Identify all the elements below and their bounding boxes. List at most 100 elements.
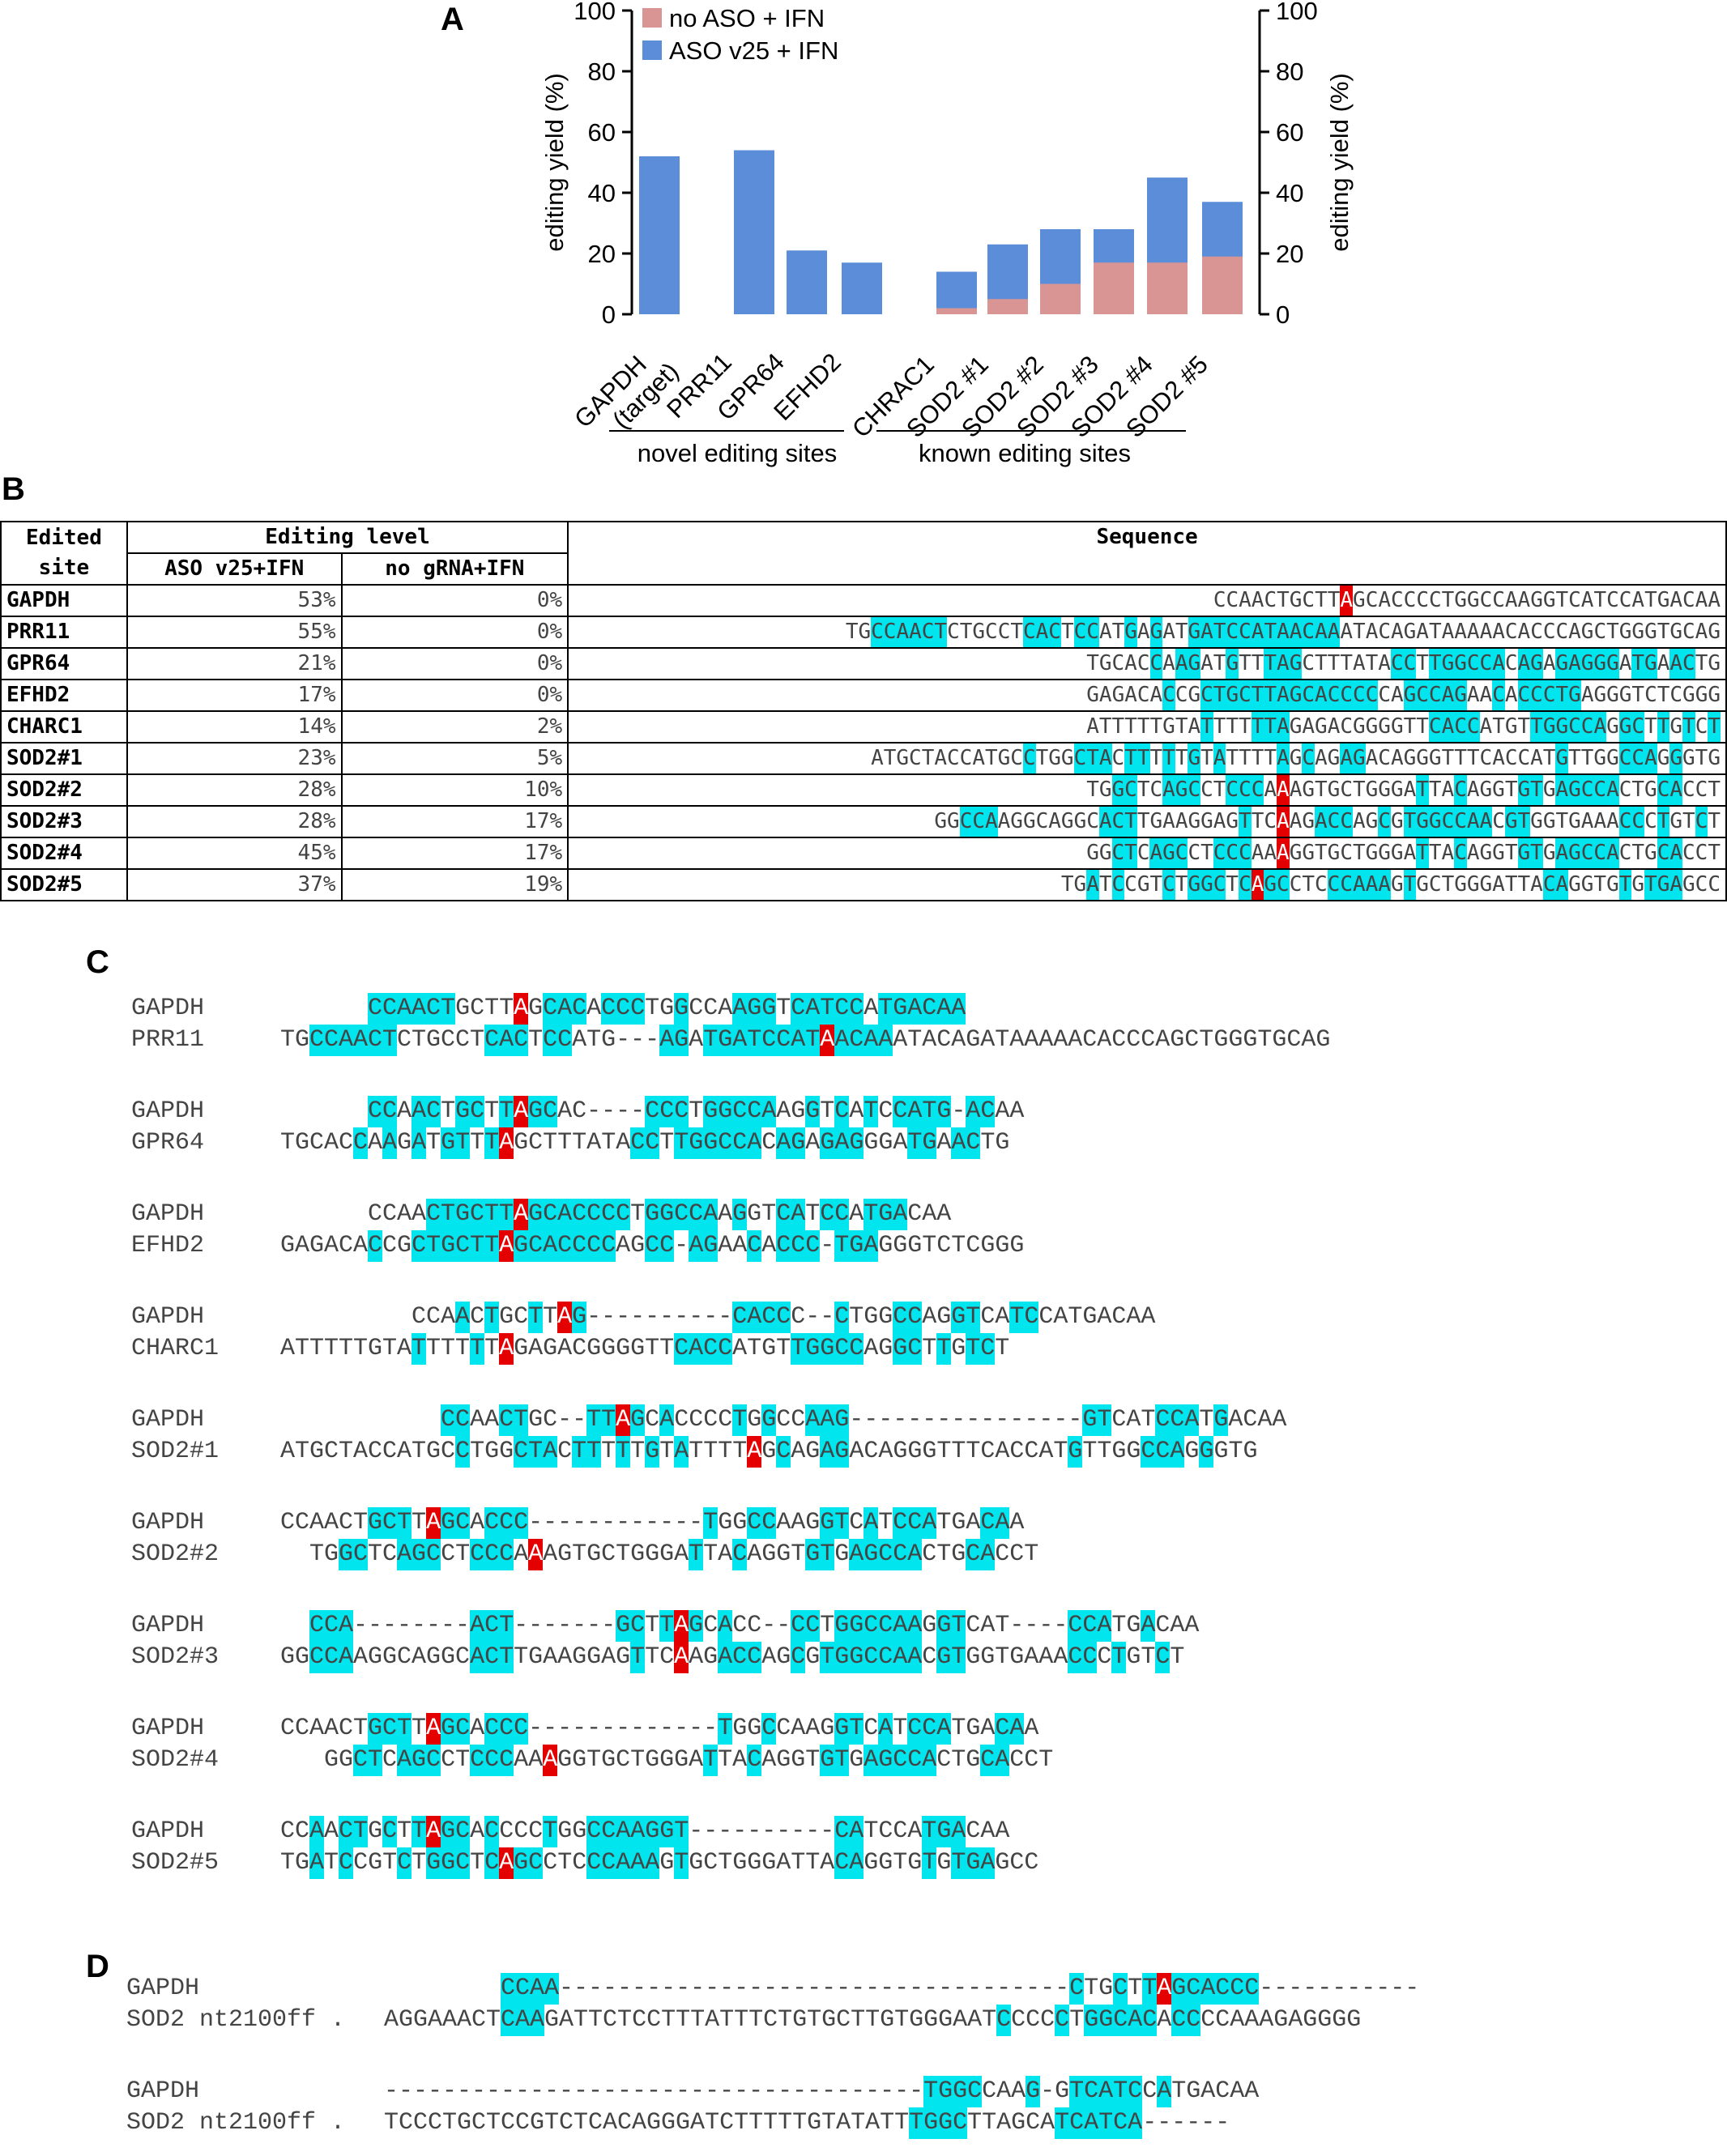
homology-highlight: CC xyxy=(1068,1642,1098,1673)
aso-level-cell: 21% xyxy=(126,647,343,680)
alignment-label: GAPDH xyxy=(131,1406,205,1434)
homology-highlight: G xyxy=(732,1199,748,1230)
no-grna-level-cell: 17% xyxy=(340,837,569,870)
homology-highlight: A xyxy=(1277,681,1290,709)
homology-highlight: AC xyxy=(966,1096,996,1127)
no-grna-level-cell: 0% xyxy=(340,616,569,649)
homology-highlight: ACT xyxy=(470,1642,514,1673)
panel-c-letter: C xyxy=(86,944,109,980)
homology-highlight: T xyxy=(528,1302,544,1333)
site-cell: SOD2#4 xyxy=(0,837,128,870)
homology-highlight: A xyxy=(878,1713,893,1745)
homology-highlight: T xyxy=(484,1302,500,1333)
homology-highlight: TGGCCA xyxy=(1530,713,1607,741)
homology-highlight: TGGCCAA xyxy=(820,1642,923,1673)
homology-highlight: G xyxy=(1199,1436,1214,1468)
homology-highlight: TGA xyxy=(834,1230,879,1262)
homology-highlight: CC xyxy=(543,1025,573,1056)
homology-highlight: GT xyxy=(1082,1404,1112,1436)
homology-highlight: T xyxy=(1239,807,1252,836)
homology-highlight: G xyxy=(1026,2076,1041,2107)
homology-highlight: CCA xyxy=(1068,1610,1112,1642)
homology-highlight: GT xyxy=(1504,807,1531,836)
category-label: GAPDH(target) xyxy=(569,338,684,453)
homology-highlight: C xyxy=(1155,1642,1171,1673)
homology-highlight: T xyxy=(1708,713,1721,741)
homology-highlight: T xyxy=(499,1096,514,1127)
homology-highlight: GC xyxy=(441,1816,471,1847)
homology-highlight: CC xyxy=(791,1610,821,1642)
right-tick-label: 20 xyxy=(1276,240,1303,268)
homology-highlight: CC xyxy=(441,1404,471,1436)
alignment-label: SOD2#2 xyxy=(131,1540,220,1568)
homology-highlight: GC xyxy=(514,1847,544,1879)
alignment-label: GAPDH xyxy=(131,1612,205,1639)
homology-highlight: GC xyxy=(1111,776,1137,804)
homology-highlight: CCA xyxy=(907,1713,952,1745)
homology-highlight: CA xyxy=(995,1713,1025,1745)
sequence-text: ATTTTTGTATTTTTTAGAGACGGGGTTCACCATGTTGGCC… xyxy=(1086,713,1721,741)
homology-highlight: T xyxy=(732,1404,748,1436)
homology-highlight: AGCCA xyxy=(849,1539,923,1570)
alignment-sequence: TGATCCGTCTGGCTCAGCCTCCCAAAGTGCTGGGATTACA… xyxy=(280,1847,1038,1879)
homology-highlight: CATG xyxy=(893,1096,952,1127)
alignment-row-target: EFHD2 GAGACACCGCTGCTTAGCACCCCAGCC-AGAACAC… xyxy=(131,1230,1024,1262)
edited-adenosine: A xyxy=(557,1302,573,1333)
alignment-row-reference: GAPDH CCAACTGCTTAGCACCCCTGGCCAAGGTCATCCA… xyxy=(131,1199,1024,1230)
aso-level-cell: 37% xyxy=(126,868,343,901)
bar-aso-1 xyxy=(734,150,774,314)
homology-highlight: TGGCCAA xyxy=(1403,807,1493,836)
edited-adenosine: A xyxy=(514,993,529,1025)
homology-highlight: A xyxy=(1277,618,1290,646)
sequence-text: ATGCTACCATGCCTGGCTACTTTTTGTATTTTAGCAGAGA… xyxy=(871,744,1721,773)
homology-highlight: G xyxy=(674,993,689,1025)
homology-highlight: CCA xyxy=(309,1642,354,1673)
alignment-sequence: CCAACTGCTTAGCACCCCTGGCCAAGGTCATCCATGACAA xyxy=(280,1199,951,1230)
left-tick-label: 60 xyxy=(588,118,616,147)
bar-aso-3 xyxy=(842,262,882,314)
bar-no-aso-8 xyxy=(1147,262,1188,314)
sequence-cell: ATGCTACCATGCCTGGCTACTTTTTGTATTTTAGCAGAGA… xyxy=(567,742,1727,775)
sequence-cell: TGCCAACTCTGCCTCACTCCATGAGATGATCCATAACAAA… xyxy=(567,616,1727,649)
alignment-sequence: CCAACTGCTTAGCACCC------------TGGCCAAGGTC… xyxy=(280,1507,1024,1539)
alignment-row-target: SOD2#4 GGCTCAGCCTCCCAAAGGTGCTGGGATTACAGG… xyxy=(131,1745,1053,1776)
homology-highlight: GT xyxy=(1517,839,1543,867)
homology-highlight: T xyxy=(674,1847,689,1879)
homology-highlight: C xyxy=(455,1436,471,1468)
homology-highlight: CCC xyxy=(601,993,646,1025)
edited-adenosine: A xyxy=(674,1610,689,1642)
homology-highlight: CC xyxy=(893,1302,923,1333)
alignment-row-target: SOD2#2 TGGCTCAGCCTCCCAAAGTGCTGGGATTACAGG… xyxy=(131,1539,1038,1570)
homology-highlight: GC xyxy=(616,1610,646,1642)
homology-highlight: C xyxy=(382,1816,398,1847)
homology-highlight: T xyxy=(689,1539,704,1570)
homology-highlight: C xyxy=(1055,2005,1070,2036)
homology-highlight: C xyxy=(368,1230,383,1262)
homology-highlight: T xyxy=(1142,1973,1158,2005)
no-grna-level-cell: 5% xyxy=(340,742,569,775)
left-tick-label: 80 xyxy=(588,58,616,86)
homology-highlight: CC xyxy=(368,1096,398,1127)
homology-highlight: CCA xyxy=(1141,1436,1185,1468)
homology-highlight: CACC xyxy=(732,1302,791,1333)
site-cell: CHARC1 xyxy=(0,710,128,744)
homology-highlight: CCAACT xyxy=(368,993,456,1025)
homology-highlight: TGA xyxy=(951,1847,996,1879)
sequence-cell: TGCACCAAGATGTTTAGCTTTATACCTTGGCCACAGAGAG… xyxy=(567,647,1727,680)
homology-highlight: GAGGG xyxy=(1555,650,1619,678)
left-tick-label: 0 xyxy=(602,300,616,329)
alignment-sequence: CCAACTGC--TTAGCACCCCTGGCCAAG------------… xyxy=(280,1404,1286,1436)
homology-highlight: T xyxy=(484,1127,500,1159)
edited-adenosine: A xyxy=(528,1539,544,1570)
bar-no-aso-7 xyxy=(1094,262,1134,314)
edited-adenosine: A xyxy=(543,1745,558,1776)
sequence-text: TGATCCGTCTGGCTCAGCCTCCCAAAGTGCTGGGATTACA… xyxy=(1061,871,1721,899)
edited-adenosine: A xyxy=(1340,586,1354,615)
homology-highlight: GC xyxy=(441,1713,471,1745)
alignment-block: GAPDH CCAACTGCTTAGCACCC-------------TGGCC… xyxy=(131,1713,1053,1776)
homology-highlight: A xyxy=(1157,2076,1172,2107)
homology-highlight: CA xyxy=(1657,776,1683,804)
homology-highlight: T xyxy=(1162,744,1175,773)
homology-highlight: TG xyxy=(1631,650,1657,678)
alignment-row-target: SOD2 nt2100ff . AGGAAACTCAAGATTCTCCTTTATT… xyxy=(126,2005,1419,2036)
